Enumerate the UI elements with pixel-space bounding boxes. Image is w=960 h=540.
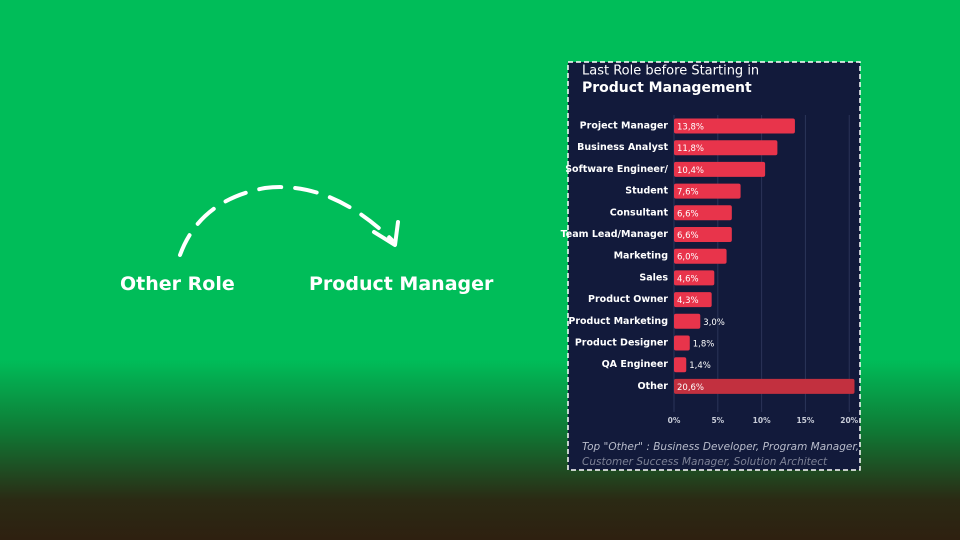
bar [674, 161, 766, 177]
bar [674, 335, 690, 351]
bar [674, 227, 732, 242]
arrow-arc [178, 185, 394, 257]
y-tick-label: Marketing [614, 251, 668, 262]
value-label: 1,4% [689, 361, 711, 371]
y-tick-label: Consultant [610, 207, 669, 218]
y-tick-label: Student [625, 186, 668, 197]
y-tick-label: Project Manager [580, 121, 669, 132]
bar [674, 205, 732, 221]
value-label: 13,8% [677, 123, 704, 133]
bar [674, 378, 855, 394]
x-tick-label: 20% [840, 416, 858, 425]
value-label: 7,6% [677, 188, 699, 198]
bar [674, 313, 701, 329]
value-label: 20,6% [677, 383, 704, 393]
footnote: Customer Success Manager, Solution Archi… [582, 456, 828, 468]
value-label: 10,4% [677, 166, 704, 176]
y-tick-label: Product Owner [588, 294, 668, 305]
bar [674, 118, 795, 134]
y-tick-label: Product Marketing [568, 316, 668, 327]
x-tick-label: 15% [796, 416, 814, 425]
to-label: Product Manager [309, 273, 494, 295]
plot: 0% 5% 10% 15% 20% Project Manager 13,8% Busines… [561, 115, 859, 425]
from-label: Other Role [120, 273, 235, 295]
y-tick-label: Sales [639, 272, 668, 283]
footnote: Top "Other" : Business Developer, Progra… [582, 441, 859, 453]
value-label: 1,8% [693, 340, 715, 350]
value-label: 11,8% [677, 144, 704, 154]
bar [674, 292, 712, 308]
value-label: 6,6% [677, 209, 699, 219]
value-label: 4,3% [677, 296, 699, 306]
bar [674, 270, 715, 286]
arrow-head [372, 220, 400, 247]
y-tick-label: Team Lead/Manager [561, 229, 669, 240]
y-tick-label: Product Designer [575, 338, 668, 349]
bar [674, 140, 778, 156]
chart-subtitle: Product Management [582, 80, 752, 96]
x-tick-label: 0% [668, 416, 681, 425]
x-tick-label: 5% [711, 416, 724, 425]
y-tick-label: QA Engineer [602, 359, 669, 370]
value-label: 6,6% [677, 231, 699, 241]
bar [674, 357, 687, 373]
bar [674, 248, 727, 264]
y-tick-label: Software Engineer/ [565, 164, 668, 175]
value-label: 4,6% [677, 274, 699, 284]
bar [674, 183, 741, 199]
y-tick-label: Business Analyst [577, 142, 668, 153]
value-label: 3,0% [703, 318, 725, 328]
value-label: 6,0% [677, 253, 699, 263]
y-tick-label: Other [637, 381, 668, 392]
x-tick-label: 10% [753, 416, 771, 425]
chart-title: Last Role before Starting in [582, 64, 759, 79]
